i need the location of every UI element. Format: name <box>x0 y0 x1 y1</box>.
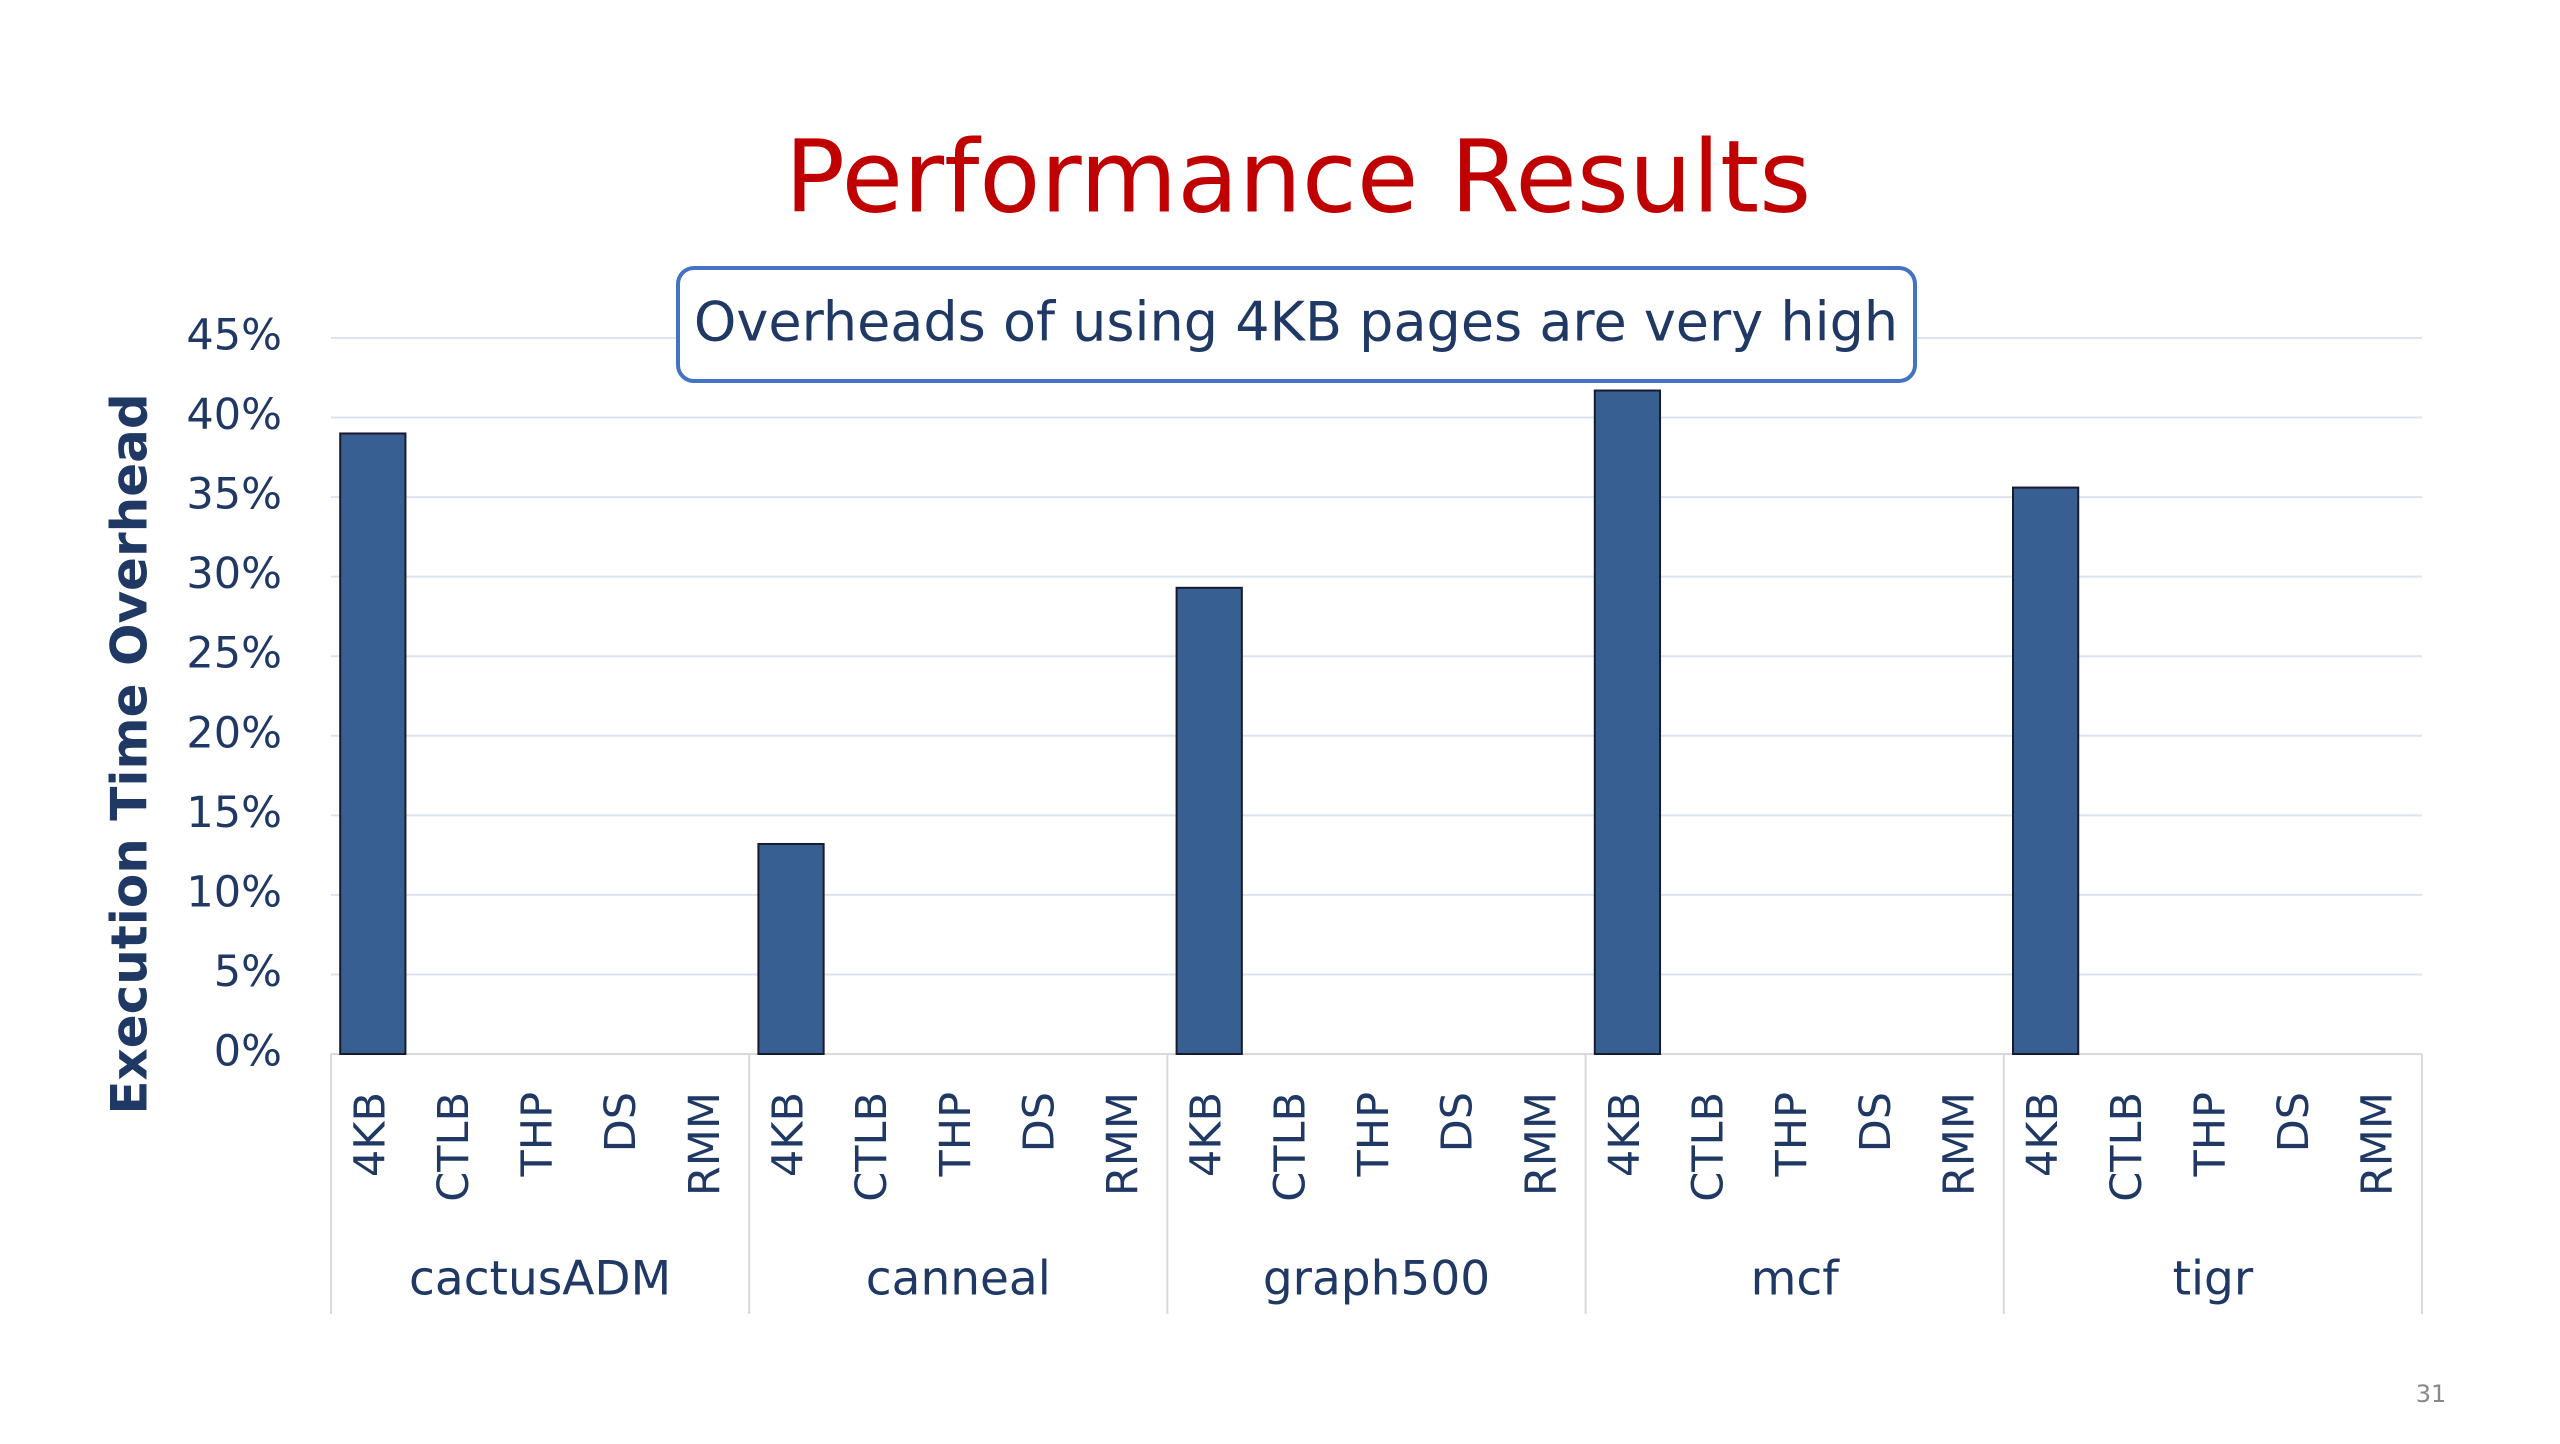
x-tick-label: RMM <box>1098 1092 1148 1196</box>
y-tick-label: 0% <box>214 1027 282 1077</box>
x-tick-label: CTLB <box>2102 1092 2152 1202</box>
group-label: tigr <box>2173 1252 2254 1307</box>
x-tick-label: DS <box>1014 1092 1064 1152</box>
x-tick-label: DS <box>1851 1092 1901 1152</box>
callout-box <box>676 266 1917 383</box>
y-axis-title: Execution Time Overhead <box>101 393 159 1114</box>
x-tick-label: DS <box>596 1092 646 1152</box>
callout-text: Overheads of using 4KB pages are very hi… <box>694 291 1898 354</box>
y-tick-label: 20% <box>186 708 282 758</box>
x-tick-label: CTLB <box>1684 1092 1734 1202</box>
bar <box>2012 486 2080 1055</box>
x-tick-label: THP <box>931 1092 981 1178</box>
y-tick-label: 45% <box>186 311 282 361</box>
x-tick-label: THP <box>513 1092 563 1178</box>
y-tick-label: 15% <box>186 788 282 838</box>
y-tick-label: 25% <box>186 629 282 679</box>
bar <box>339 432 407 1055</box>
y-tick-label: 40% <box>186 390 282 440</box>
x-tick-label: RMM <box>1934 1092 1984 1196</box>
x-tick-label: DS <box>2269 1092 2319 1152</box>
x-tick-label: CTLB <box>847 1092 897 1202</box>
x-tick-label: THP <box>2185 1092 2235 1178</box>
group-label: canneal <box>866 1252 1051 1307</box>
slide-title: Performance Results <box>785 118 1812 235</box>
x-tick-label: 4KB <box>1600 1092 1650 1177</box>
x-tick-label: THP <box>1767 1092 1817 1178</box>
x-tick-label: DS <box>1433 1092 1483 1152</box>
x-tick-label: 4KB <box>2018 1092 2068 1177</box>
x-tick-label: 4KB <box>764 1092 814 1177</box>
x-tick-label: CTLB <box>429 1092 479 1202</box>
x-tick-label: RMM <box>2353 1092 2403 1196</box>
x-tick-label: RMM <box>680 1092 730 1196</box>
x-tick-label: THP <box>1349 1092 1399 1178</box>
x-tick-label: 4KB <box>345 1092 395 1177</box>
bar <box>757 842 825 1055</box>
y-tick-label: 30% <box>186 549 282 599</box>
group-label: cactusADM <box>409 1252 671 1307</box>
group-label: graph500 <box>1263 1252 1490 1307</box>
group-label: mcf <box>1751 1252 1841 1307</box>
page-number: 31 <box>2416 1380 2447 1408</box>
y-tick-label: 10% <box>186 867 282 917</box>
bar <box>1175 586 1243 1055</box>
bar <box>1593 389 1662 1055</box>
x-tick-label: 4KB <box>1182 1092 1232 1177</box>
x-tick-label: CTLB <box>1265 1092 1315 1202</box>
x-tick-label: RMM <box>1516 1092 1566 1196</box>
y-tick-label: 5% <box>214 947 282 997</box>
y-tick-label: 35% <box>186 470 282 520</box>
